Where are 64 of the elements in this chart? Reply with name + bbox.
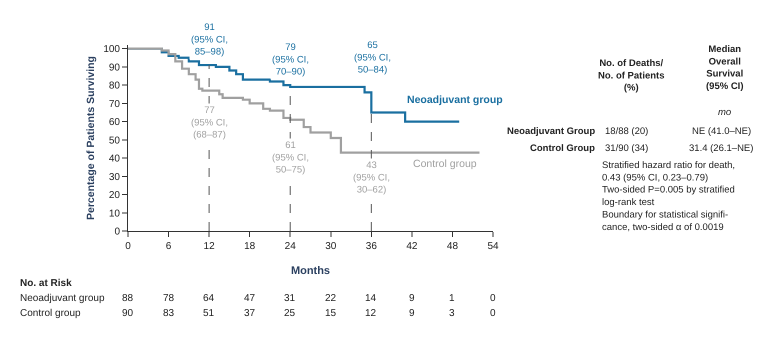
annotation: 91 (95% CI, 85–98) [191, 22, 228, 58]
text: Neoadjuvant Group [507, 126, 596, 137]
text: 0 [490, 308, 496, 319]
x-tick-label: 18 [244, 241, 256, 252]
text: Stratified hazard ratio for death, 0.43 (95% CI, 0.23–0.79) Two-sided P=0.005 by stratified log-rank test Boundary for statistical signifi- cance, two-sided α of 0.0019 [602, 160, 736, 233]
x-tick-label: 30 [325, 241, 337, 252]
text: 47 [244, 293, 256, 304]
x-tick-label: 42 [406, 241, 418, 252]
x-tick-label: 36 [366, 241, 378, 252]
text: 12 [365, 308, 377, 319]
y-tick-label: 20 [108, 190, 120, 202]
series-label: Neoadjuvant group [407, 94, 503, 106]
series-label: Control group [413, 158, 477, 170]
x-axis-title: Months [290, 265, 330, 278]
x-tick-label: 24 [284, 241, 296, 252]
text: 90 [122, 308, 134, 319]
text: Control group [20, 308, 82, 319]
text: 25 [284, 308, 296, 319]
y-tick-label: 70 [108, 98, 120, 110]
text: Neoadjuvant group [20, 293, 105, 304]
text: mo [718, 107, 732, 118]
x-tick-label: 54 [487, 241, 499, 252]
y-axis-title: Percentage of Patients Surviving [85, 56, 98, 220]
text: 78 [163, 293, 175, 304]
annotation: 61 (95% CI, 50–75) [272, 140, 309, 176]
x-tick-label: 12 [204, 241, 216, 252]
text: 37 [244, 308, 256, 319]
text: No. of Deaths/ No. of Patients (%) [598, 58, 665, 94]
y-tick-label: 40 [108, 154, 120, 165]
x-tick-label: 6 [166, 241, 172, 252]
annotation: 79 (95% CI, 70–90) [272, 42, 309, 78]
text: 14 [365, 293, 377, 304]
annotation: 43 (95% CI, 30–62) [353, 160, 390, 196]
y-tick-label: 90 [108, 62, 120, 74]
text: NE (41.0–NE) [692, 126, 752, 137]
text: 1 [449, 293, 455, 304]
text: 51 [203, 308, 215, 319]
text: 22 [325, 293, 337, 304]
text: 31 [284, 293, 296, 304]
x-tick-label: 48 [446, 241, 458, 252]
text: Median Overall Survival (95% CI) [706, 44, 744, 92]
y-tick-label: 10 [108, 208, 120, 220]
y-tick-label: 30 [108, 172, 120, 183]
text: No. at Risk [20, 278, 72, 289]
y-tick-label: 60 [108, 117, 120, 128]
text: 0 [490, 293, 496, 304]
text: 18/88 (20) [605, 126, 648, 137]
y-tick-label: 50 [108, 135, 120, 146]
text: 3 [449, 308, 455, 319]
text: 9 [409, 293, 415, 304]
y-tick-label: 100 [103, 44, 120, 56]
text: 88 [122, 293, 134, 304]
y-tick-label: 80 [108, 80, 120, 92]
text: 31/90 (34) [605, 143, 648, 154]
annotation: 77 (95% CI, (68–87) [191, 105, 228, 141]
text: 83 [163, 308, 175, 319]
text: 9 [409, 308, 415, 319]
annotation: 65 (95% CI, 50–84) [354, 40, 391, 76]
text: 64 [203, 293, 215, 304]
text: 31.4 (26.1–NE) [689, 143, 754, 154]
text: Control Group [530, 143, 596, 154]
y-tick-label: 0 [114, 226, 120, 238]
text: 15 [325, 308, 337, 319]
x-tick-label: 0 [125, 241, 132, 252]
